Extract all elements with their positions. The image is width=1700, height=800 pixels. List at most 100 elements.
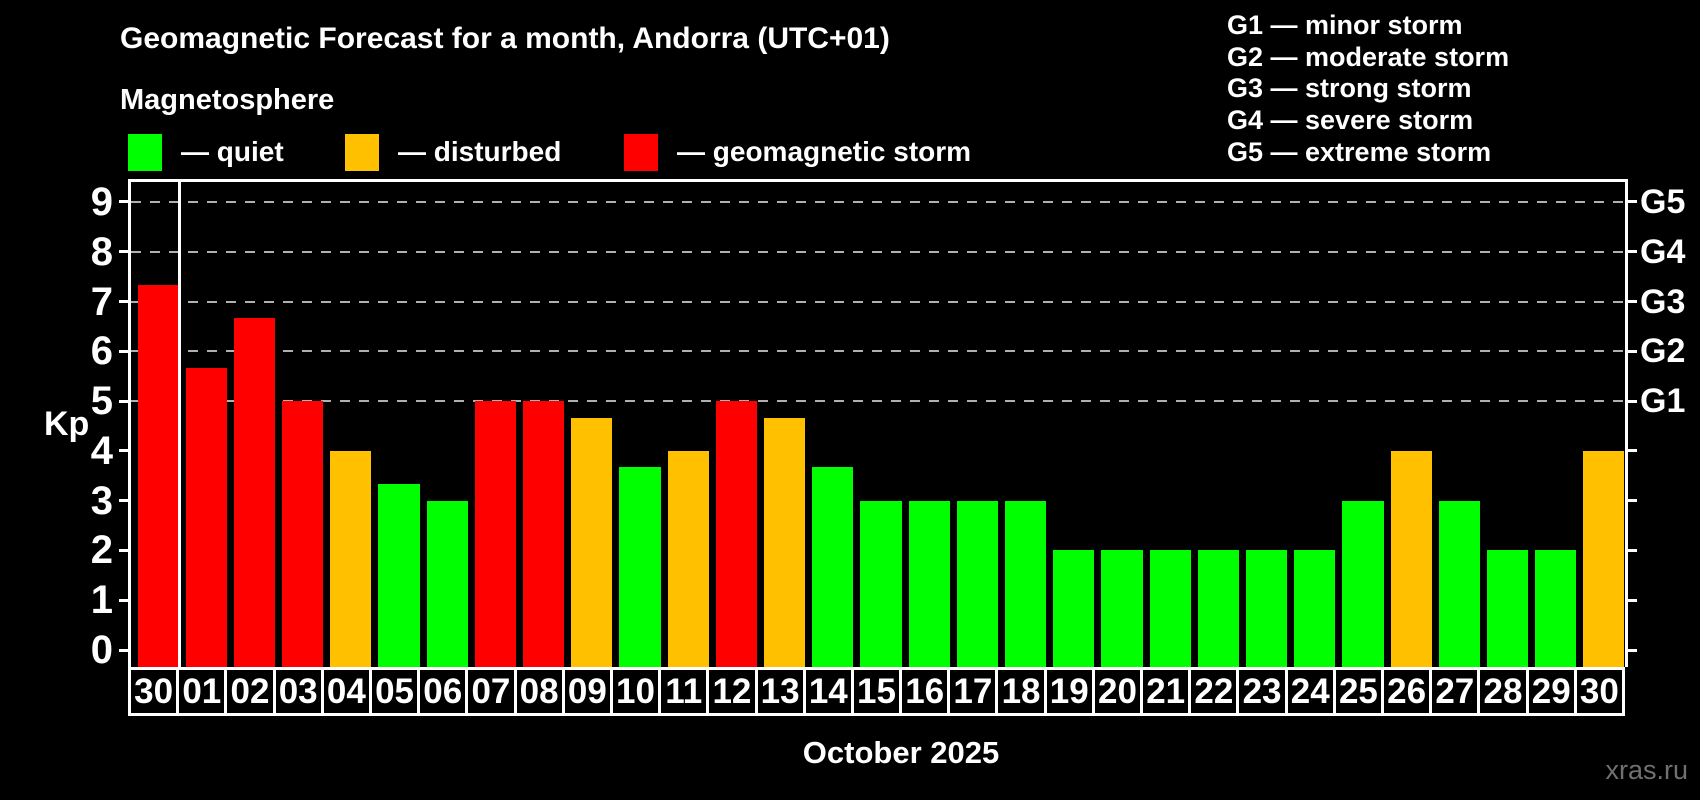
bar-day-25 xyxy=(1342,500,1384,667)
g-level-label-g4: G4 xyxy=(1640,232,1686,271)
g-scale-line-g3: G3 — strong storm xyxy=(1227,73,1472,104)
bar-day-08 xyxy=(523,401,565,667)
y-tick-label-2: 2 xyxy=(90,528,113,573)
y-tick-label-0: 0 xyxy=(90,628,113,672)
y-tick-left-9 xyxy=(119,200,129,204)
g-level-label-g1: G1 xyxy=(1640,382,1686,421)
day-label-cell-25: 25 xyxy=(1332,667,1385,716)
y-tick-right-6 xyxy=(1627,349,1637,353)
day-label-cell-10: 10 xyxy=(609,667,662,716)
bar-day-19 xyxy=(1053,550,1095,667)
gridline-kp7 xyxy=(131,300,1625,303)
y-tick-left-0 xyxy=(119,648,129,652)
day-label-cell-29: 29 xyxy=(1525,667,1577,716)
bar-day-18 xyxy=(1004,500,1047,667)
day-label-cell-9: 09 xyxy=(561,667,613,716)
bar-day-01 xyxy=(185,367,227,667)
bar-day-21 xyxy=(1149,550,1191,667)
y-tick-right-0 xyxy=(1627,648,1637,652)
bar-day-16 xyxy=(908,500,950,667)
bar-day-15 xyxy=(860,500,902,667)
y-tick-right-8 xyxy=(1627,250,1637,254)
day-label-cell-5: 05 xyxy=(368,667,421,716)
kp-axis-label: Kp xyxy=(44,405,90,443)
y-tick-label-1: 1 xyxy=(90,578,113,623)
bar-day-24 xyxy=(1294,550,1336,667)
y-tick-label-7: 7 xyxy=(90,279,113,324)
y-tick-label-9: 9 xyxy=(90,179,113,224)
gridline-kp8 xyxy=(131,250,1625,253)
bar-day-04 xyxy=(330,450,372,667)
y-tick-right-1 xyxy=(1627,598,1637,602)
chart-title: Geomagnetic Forecast for a month, Andorr… xyxy=(120,22,890,55)
bar-day-27 xyxy=(1438,500,1480,667)
g-scale-line-g4: G4 — severe storm xyxy=(1227,105,1474,136)
bar-day-07 xyxy=(474,401,517,667)
gridline-kp6 xyxy=(131,350,1625,353)
bar-day-05 xyxy=(378,484,420,667)
y-tick-label-8: 8 xyxy=(90,229,113,274)
bar-day-30 xyxy=(1583,450,1625,667)
bar-day-22 xyxy=(1197,550,1239,667)
site-watermark: xras.ru xyxy=(1605,755,1688,785)
day-label-cell-26: 26 xyxy=(1381,667,1433,716)
plot-area: 0 1 2 3 4 5 6 7 8 9 G1 G2 G3 G4 G5 xyxy=(91,179,1685,672)
y-tick-label-6: 6 xyxy=(90,329,113,374)
day-label-cell-28: 28 xyxy=(1477,667,1529,716)
y-tick-label-4: 4 xyxy=(90,428,113,473)
day-label-cell-23: 23 xyxy=(1236,667,1288,716)
y-axis-line xyxy=(128,179,131,667)
y-tick-right-3 xyxy=(1627,499,1637,503)
bar-day-23 xyxy=(1245,550,1288,667)
legend-label-quiet: — quiet xyxy=(181,136,284,167)
day-label-cell-18: 18 xyxy=(995,667,1047,716)
gridline-kp9 xyxy=(131,200,1625,203)
month-caption: October 2025 xyxy=(802,735,1000,770)
y-tick-right-2 xyxy=(1627,548,1637,552)
day-label-cell-6: 06 xyxy=(417,667,469,716)
legend-label-disturbed: — disturbed xyxy=(398,136,562,167)
day-label-cell-21: 21 xyxy=(1140,667,1192,716)
bar-day-12 xyxy=(715,401,757,667)
bar-day-02 xyxy=(233,317,276,667)
day-label-cell-11: 11 xyxy=(658,667,710,716)
day-label-cell-17: 17 xyxy=(947,667,999,716)
month-separator-line xyxy=(177,182,181,667)
bar-day-03 xyxy=(282,401,324,667)
day-label-cell-3: 03 xyxy=(272,667,324,716)
y-tick-left-6 xyxy=(119,349,129,353)
g-level-label-g3: G3 xyxy=(1640,282,1686,321)
g-level-label-g2: G2 xyxy=(1640,332,1686,371)
bar-day-26 xyxy=(1390,450,1432,667)
y-tick-left-7 xyxy=(119,300,129,304)
bar-day-10 xyxy=(619,467,661,667)
disturbed-color-swatch xyxy=(345,133,379,171)
y-tick-left-5 xyxy=(119,399,129,403)
day-label-cell-12: 12 xyxy=(706,667,758,716)
bar-day-11 xyxy=(667,450,709,667)
chart-subtitle: Magnetosphere xyxy=(120,84,335,116)
quiet-color-swatch xyxy=(128,133,162,171)
y-tick-left-3 xyxy=(119,499,129,503)
day-label-cell-14: 14 xyxy=(802,667,854,716)
day-label-cell-16: 16 xyxy=(899,667,951,716)
g-scale-line-g5: G5 — extreme storm xyxy=(1227,136,1492,167)
day-label-cell-4: 04 xyxy=(320,667,372,716)
bar-day-06 xyxy=(426,500,468,667)
bar-day-29 xyxy=(1535,550,1577,667)
legend-label-storm: — geomagnetic storm xyxy=(677,136,972,167)
y-tick-right-9 xyxy=(1627,200,1637,204)
g-level-label-g5: G5 xyxy=(1640,182,1686,221)
right-axis-line xyxy=(1625,179,1628,667)
y-tick-label-5: 5 xyxy=(90,379,113,424)
x-axis-day-row: 30 01 02 03 04 05 06 07 08 09 10 11 12 13 14 15 16 17 18 19… xyxy=(128,667,1625,716)
day-label-cell-2: 02 xyxy=(224,667,276,716)
y-tick-label-3: 3 xyxy=(90,478,113,523)
g-scale-legend: G1 — minor storm G2 — moderate storm G3 … xyxy=(1227,10,1509,169)
legend-item-disturbed: — disturbed xyxy=(345,133,561,171)
y-tick-left-4 xyxy=(119,449,129,453)
day-label-cell-30: 30 xyxy=(1573,667,1625,716)
day-label-cell-0: 30 xyxy=(128,667,180,716)
y-tick-left-1 xyxy=(119,598,129,602)
day-label-cell-24: 24 xyxy=(1284,667,1336,716)
